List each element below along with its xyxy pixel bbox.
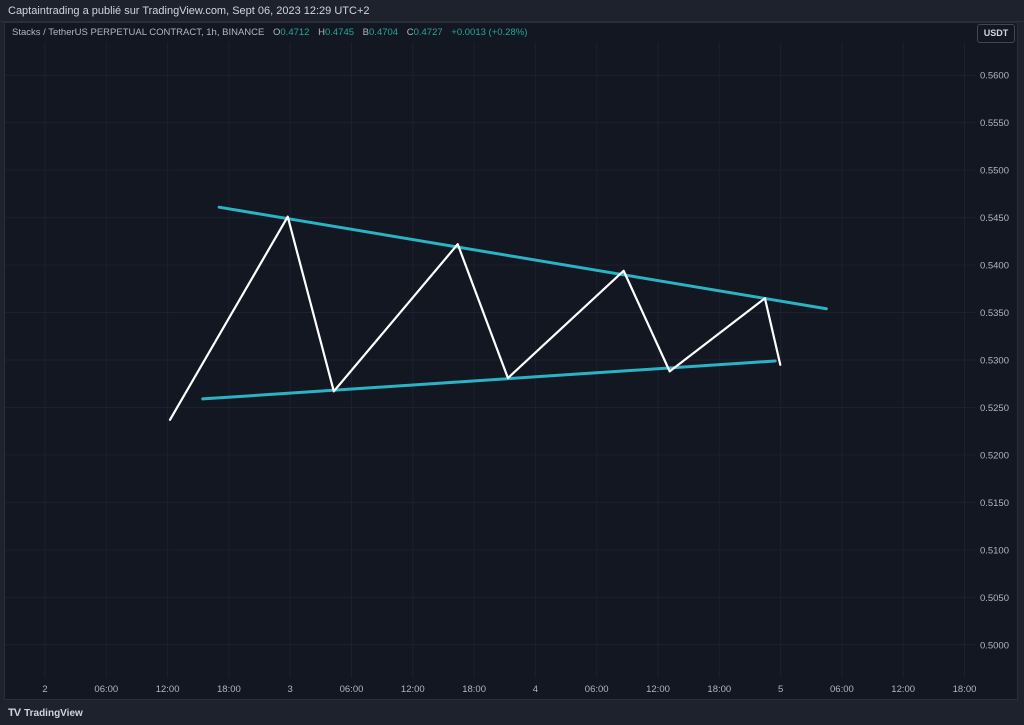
- chart-frame[interactable]: [4, 22, 1018, 700]
- low-label: B: [362, 27, 370, 38]
- open-value: 0.4712: [280, 27, 310, 38]
- close-value: 0.4727: [413, 27, 443, 38]
- tradingview-logo-icon: TV: [8, 707, 21, 719]
- price-tick-label: 0.5050: [980, 593, 1009, 604]
- time-tick-label: 06:00: [830, 684, 854, 695]
- time-tick-label: 5: [778, 684, 783, 695]
- price-tick-label: 0.5550: [980, 118, 1009, 129]
- publish-info-bar: Captaintrading a publié sur TradingView.…: [0, 0, 1024, 22]
- time-tick-label: 3: [288, 684, 293, 695]
- grid-layer: [5, 42, 975, 678]
- time-tick-label: 06:00: [340, 684, 364, 695]
- time-axis: 2 06:00 12:00 18:00 3 06:00 12:00 18:00 4 06:00 12…: [42, 684, 976, 695]
- time-tick-label: 12:00: [401, 684, 425, 695]
- trendline: [217, 205, 828, 311]
- high-value: 0.4745: [324, 27, 355, 38]
- publish-info-text: Captaintrading a publié sur TradingView.…: [8, 5, 370, 17]
- price-tick-label: 0.5350: [980, 308, 1009, 319]
- time-tick-label: 18:00: [462, 684, 486, 695]
- currency-button[interactable]: USDT: [977, 24, 1015, 43]
- symbol-legend: Stacks / TetherUS PERPETUAL CONTRACT, 1h…: [12, 26, 527, 40]
- price-tick-label: 0.5150: [980, 498, 1009, 509]
- time-tick-label: 06:00: [585, 684, 609, 695]
- change-value: +0.0013 (+0.28%): [451, 27, 528, 38]
- brand-name: TradingView: [24, 708, 83, 719]
- time-tick-label: 18:00: [953, 684, 977, 695]
- price-tick-label: 0.5500: [980, 166, 1009, 177]
- time-tick-label: 18:00: [707, 684, 731, 695]
- trendline: [201, 359, 777, 401]
- price-tick-label: 0.5400: [980, 261, 1009, 272]
- time-tick-label: 06:00: [94, 684, 118, 695]
- price-tick-label: 0.5100: [980, 545, 1009, 556]
- series-layer: [168, 215, 782, 421]
- price-tick-label: 0.5300: [980, 356, 1009, 367]
- time-tick-label: 2: [42, 684, 47, 695]
- price-tick-label: 0.5000: [980, 640, 1009, 651]
- price-tick-label: 0.5600: [980, 71, 1009, 82]
- open-label: O: [273, 27, 281, 38]
- footer: TV TradingView: [0, 702, 1024, 725]
- price-tick-label: 0.5200: [980, 450, 1009, 461]
- price-line-series: [168, 215, 782, 421]
- low-value: 0.4704: [369, 27, 399, 38]
- tradingview-logo[interactable]: TV TradingView: [8, 702, 83, 725]
- trendline-layer: [201, 205, 828, 401]
- time-tick-label: 4: [533, 684, 538, 695]
- time-tick-label: 12:00: [646, 684, 670, 695]
- price-axis: 0.5600 0.5550 0.5500 0.5450 0.5400 0.5350 0.53…: [980, 71, 1009, 652]
- close-label: C: [406, 27, 414, 38]
- high-label: H: [318, 27, 325, 38]
- price-tick-label: 0.5250: [980, 403, 1009, 414]
- time-tick-label: 12:00: [156, 684, 180, 695]
- time-tick-label: 12:00: [891, 684, 915, 695]
- time-tick-label: 18:00: [217, 684, 241, 695]
- symbol-name[interactable]: Stacks / TetherUS PERPETUAL CONTRACT, 1h…: [12, 27, 265, 38]
- price-tick-label: 0.5450: [980, 213, 1009, 224]
